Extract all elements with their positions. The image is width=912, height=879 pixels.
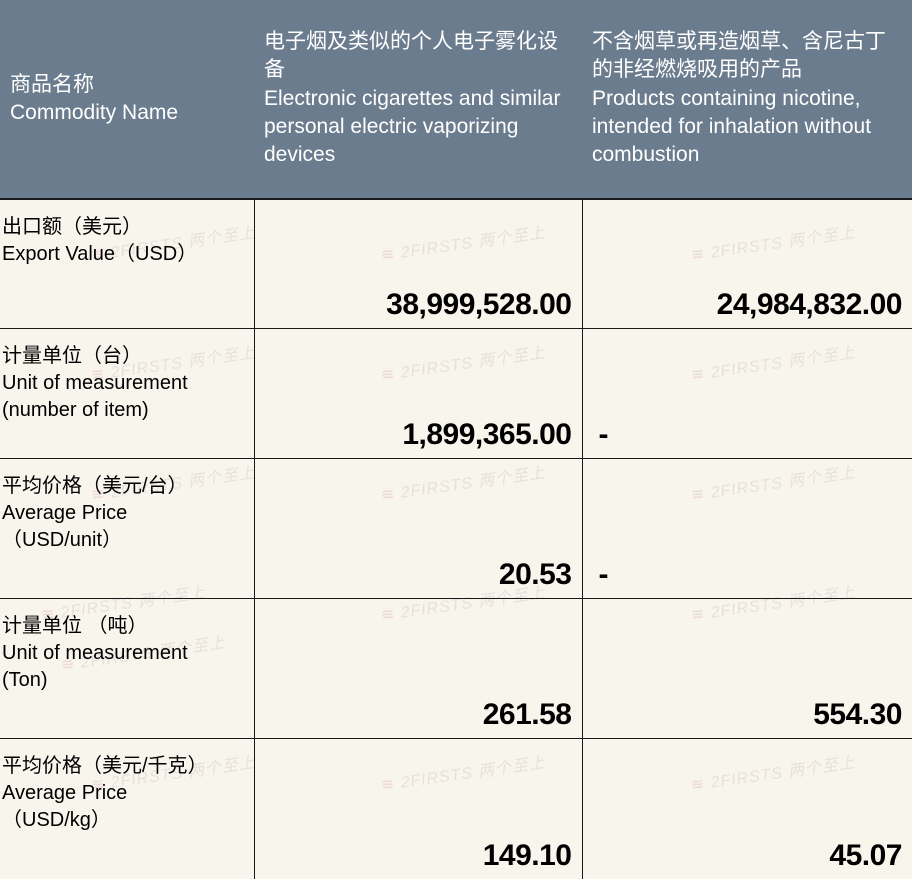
data-table: 商品名称Commodity Name 电子烟及类似的个人电子雾化设备Electr… bbox=[0, 0, 912, 879]
row-label-unit-ton: 计量单位 （吨）Unit of measurement(Ton) bbox=[0, 599, 254, 739]
cell-value: 554.30 bbox=[582, 599, 912, 739]
cell-value: 20.53 bbox=[254, 459, 582, 599]
row-label-avg-price-kg: 平均价格（美元/千克）Average Price（USD/kg） bbox=[0, 739, 254, 879]
row-label-unit-items: 计量单位（台）Unit of measurement(number of ite… bbox=[0, 329, 254, 459]
row-label-export-value: 出口额（美元） Export Value（USD） bbox=[0, 199, 254, 329]
cell-value: 45.07 bbox=[582, 739, 912, 879]
table-row: 计量单位（台）Unit of measurement(number of ite… bbox=[0, 329, 912, 459]
table-row: 平均价格（美元/台）Average Price（USD/unit） 20.53 … bbox=[0, 459, 912, 599]
table-row: 计量单位 （吨）Unit of measurement(Ton) 261.58 … bbox=[0, 599, 912, 739]
cell-value: - bbox=[582, 329, 912, 459]
cell-value: 149.10 bbox=[254, 739, 582, 879]
header-row: 商品名称Commodity Name 电子烟及类似的个人电子雾化设备Electr… bbox=[0, 0, 912, 199]
header-nicotine-products: 不含烟草或再造烟草、含尼古丁的非经燃烧吸用的产品Products contain… bbox=[582, 0, 912, 199]
row-label-avg-price-unit: 平均价格（美元/台）Average Price（USD/unit） bbox=[0, 459, 254, 599]
cell-value: 24,984,832.00 bbox=[582, 199, 912, 329]
cell-value: 1,899,365.00 bbox=[254, 329, 582, 459]
cell-value: 38,999,528.00 bbox=[254, 199, 582, 329]
cell-value: 261.58 bbox=[254, 599, 582, 739]
header-commodity-name: 商品名称Commodity Name bbox=[0, 0, 254, 199]
table-row: 平均价格（美元/千克）Average Price（USD/kg） 149.10 … bbox=[0, 739, 912, 879]
table-row: 出口额（美元） Export Value（USD） 38,999,528.00 … bbox=[0, 199, 912, 329]
cell-value: - bbox=[582, 459, 912, 599]
header-ecig-devices: 电子烟及类似的个人电子雾化设备Electronic cigarettes and… bbox=[254, 0, 582, 199]
